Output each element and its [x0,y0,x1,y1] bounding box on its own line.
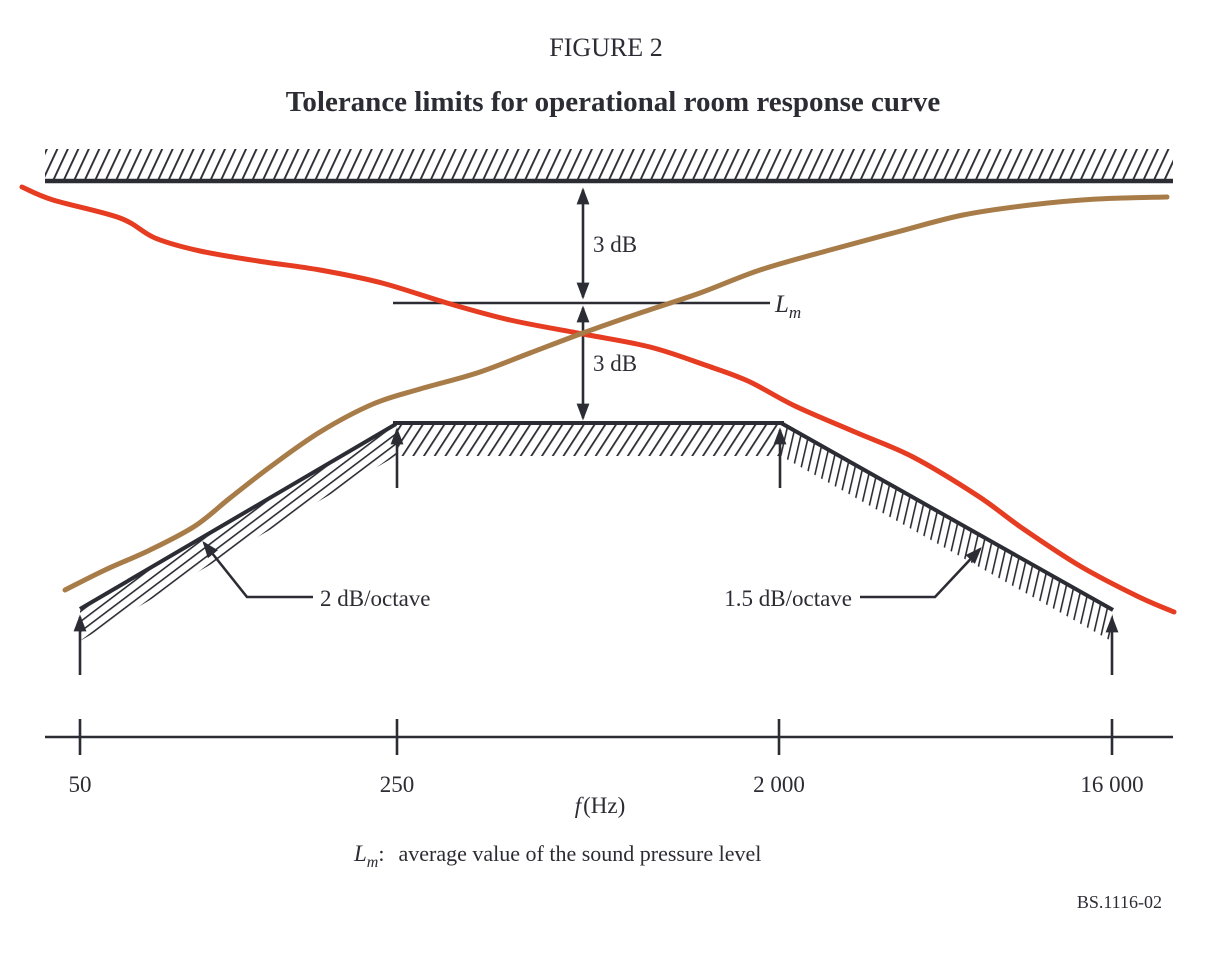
footnote-separator: : [378,841,384,866]
lower-band-left-edge [78,422,398,611]
left-slope-label: 2 dB/octave [320,586,431,611]
left-slope-leader [202,541,313,599]
figure-title: Tolerance limits for operational room re… [286,86,941,118]
figure-label: FIGURE 2 [549,33,662,62]
doc-reference: BS.1116-02 [1077,892,1162,912]
footnote-symbol: L [353,841,367,866]
x-axis-title: f(Hz) [575,793,626,818]
x-axis-title-symbol: f [575,793,585,818]
footnote-subscript: m [367,854,379,871]
upper-tolerance-band [45,149,1173,180]
mean-level-subscript: m [789,303,801,322]
tick-label-250: 250 [380,772,415,797]
mean-level-label: Lm [774,291,801,322]
tick-label-16000: 16 000 [1080,772,1143,797]
lower-band-left-slope [80,425,396,641]
response-curve-brown [62,194,1170,593]
tick-label-50: 50 [69,772,92,797]
response-curve-red [19,184,1177,615]
lower-band-right-slope [781,424,1113,642]
right-slope-leader [860,547,982,599]
tick-label-2000: 2 000 [753,772,805,797]
lower-band-flat [396,424,781,456]
x-axis-title-unit: (Hz) [583,793,625,818]
lower-gap-label: 3 dB [593,351,637,376]
upper-gap-label: 3 dB [593,232,637,257]
right-slope-label: 1.5 dB/octave [724,586,852,611]
mean-level-symbol: L [774,291,789,318]
lower-band-right-edge [780,421,1114,612]
footnote-text: average value of the sound pressure leve… [398,841,761,866]
footnote: Lm: average value of the sound pressure l… [353,841,761,871]
